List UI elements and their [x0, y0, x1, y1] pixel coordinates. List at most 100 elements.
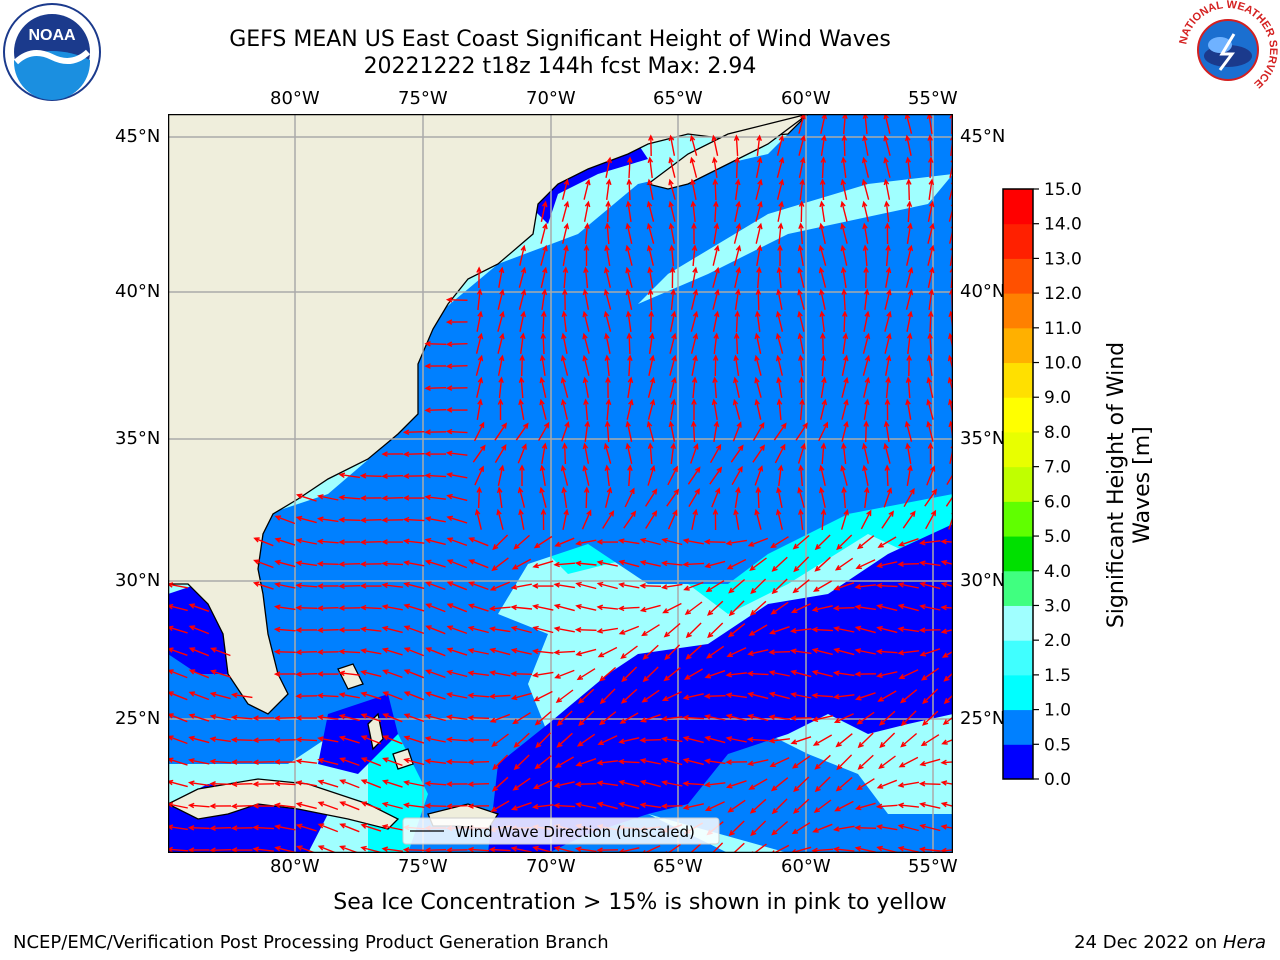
colorbar-tick-label: 15.0 — [1044, 180, 1082, 200]
wind-wave-arrow — [445, 759, 468, 765]
wind-wave-arrow — [755, 486, 762, 509]
wind-wave-arrow — [424, 537, 446, 546]
wind-wave-arrow — [797, 310, 805, 332]
wind-wave-arrow — [668, 134, 676, 156]
wind-wave-arrow — [713, 332, 719, 354]
wind-wave-arrow — [620, 645, 638, 659]
wind-wave-arrow — [253, 537, 274, 547]
wind-wave-arrow — [561, 442, 568, 465]
wind-wave-arrow — [467, 670, 489, 676]
wind-wave-arrow — [424, 451, 447, 457]
wind-wave-arrow — [209, 669, 231, 678]
wind-wave-arrow — [445, 385, 468, 391]
wind-wave-arrow — [517, 443, 527, 464]
wind-wave-arrow — [492, 754, 509, 771]
wind-wave-arrow — [188, 713, 210, 722]
wind-wave-arrow — [316, 583, 339, 589]
wind-wave-arrow — [754, 376, 762, 398]
lat-label-right: 45°N — [960, 126, 1006, 147]
wind-wave-arrow — [819, 486, 826, 508]
wind-wave-arrow — [295, 627, 318, 633]
wind-wave-arrow — [924, 488, 938, 507]
wind-wave-arrow — [704, 714, 726, 721]
wind-wave-arrow — [684, 601, 703, 615]
wind-wave-arrow — [771, 798, 788, 815]
wind-wave-arrow — [861, 156, 870, 178]
wind-wave-arrow — [770, 601, 789, 615]
wind-wave-arrow — [625, 442, 633, 464]
wind-wave-arrow — [424, 736, 446, 743]
wind-wave-arrow — [854, 604, 876, 611]
wind-wave-arrow — [338, 583, 361, 590]
wind-wave-arrow — [518, 288, 527, 310]
wind-wave-arrow — [854, 802, 876, 811]
wind-wave-arrow — [749, 557, 767, 571]
wind-wave-arrow — [691, 266, 698, 288]
colorbar-tick-label: 14.0 — [1044, 215, 1082, 235]
wind-wave-arrow — [835, 776, 853, 792]
wind-wave-arrow — [754, 398, 762, 420]
wind-wave-arrow — [295, 671, 318, 678]
wind-wave-arrow — [863, 420, 870, 443]
wind-wave-arrow — [627, 354, 633, 377]
wind-wave-arrow — [403, 691, 425, 701]
wind-wave-arrow — [854, 625, 876, 634]
wind-wave-arrow — [473, 421, 485, 442]
wind-wave-arrow — [818, 244, 827, 266]
wind-wave-arrow — [669, 310, 677, 332]
wind-wave-arrow — [596, 539, 619, 545]
wind-wave-arrow — [382, 713, 403, 723]
lat-label-right: 25°N — [960, 708, 1006, 729]
wind-wave-arrow — [876, 625, 898, 634]
wind-wave-arrow — [532, 604, 554, 611]
wind-wave-arrow — [560, 398, 568, 420]
wind-wave-arrow — [661, 583, 683, 590]
wind-wave-arrow — [605, 398, 612, 421]
wind-wave-arrow — [833, 582, 855, 591]
wind-wave-arrow — [878, 755, 896, 769]
wind-wave-arrow — [670, 442, 676, 464]
wind-wave-arrow — [885, 266, 892, 288]
wind-wave-arrow — [789, 715, 812, 721]
wind-wave-arrow — [704, 670, 726, 679]
wind-wave-arrow — [661, 715, 683, 722]
wind-wave-arrow — [668, 178, 676, 200]
wind-wave-arrow — [927, 266, 935, 288]
wind-wave-arrow — [689, 134, 698, 156]
wind-wave-arrow — [532, 803, 554, 810]
wind-wave-arrow — [381, 451, 404, 457]
wind-wave-arrow — [863, 376, 871, 398]
wind-wave-arrow — [819, 178, 826, 201]
wind-wave-arrow — [295, 515, 317, 524]
wind-wave-arrow — [819, 288, 826, 310]
wind-wave-arrow — [812, 734, 833, 746]
wind-wave-arrow — [919, 758, 941, 767]
wind-wave-arrow — [445, 847, 468, 853]
wind-wave-arrow — [818, 266, 827, 288]
wind-wave-arrow — [625, 244, 633, 266]
wind-wave-arrow — [881, 510, 894, 529]
colorbar-tick-label: 0.0 — [1044, 770, 1071, 790]
wind-wave-arrow — [445, 428, 468, 435]
wind-wave-arrow — [755, 156, 763, 178]
wind-wave-arrow — [842, 332, 849, 354]
wind-wave-arrow — [488, 693, 511, 700]
wind-wave-arrow — [798, 354, 804, 376]
wind-wave-arrow — [187, 802, 210, 809]
wind-wave-arrow — [793, 776, 810, 793]
wind-wave-arrow — [274, 537, 296, 546]
wind-wave-arrow — [338, 472, 360, 479]
wind-wave-arrow — [468, 559, 489, 569]
wind-wave-arrow — [230, 759, 253, 765]
wind-wave-arrow — [553, 802, 576, 809]
wind-wave-arrow — [512, 777, 531, 791]
wind-wave-arrow — [775, 332, 784, 354]
wind-wave-arrow — [467, 625, 489, 634]
colorbar-bin — [1003, 570, 1033, 606]
footer-date: 24 Dec 2022 on Hera — [1074, 932, 1266, 953]
wind-wave-arrow — [777, 200, 784, 222]
wind-wave-arrow — [561, 178, 570, 200]
wind-wave-arrow — [403, 560, 425, 567]
wind-wave-arrow — [733, 354, 740, 377]
wind-wave-arrow — [728, 600, 745, 617]
